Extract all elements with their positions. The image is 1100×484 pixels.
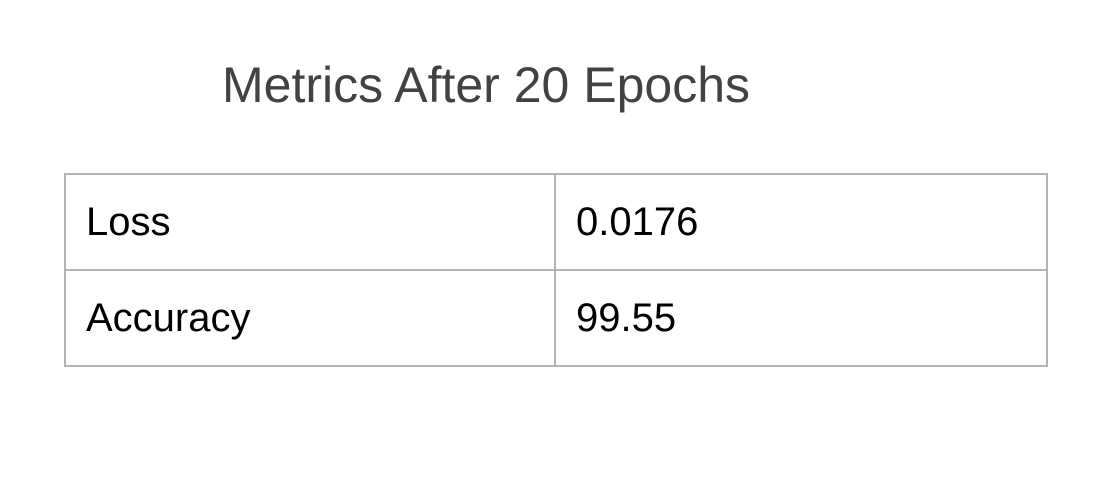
metric-value-cell: 0.0176 [554,173,1048,271]
metric-name-cell: Loss [64,173,556,271]
table-row: Loss 0.0176 [64,173,1048,271]
metric-name-cell: Accuracy [64,269,556,367]
metrics-table: Loss 0.0176 Accuracy 99.55 [64,173,1048,367]
table-row: Accuracy 99.55 [64,269,1048,367]
table-title: Metrics After 20 Epochs [222,57,751,113]
metric-value-cell: 99.55 [554,269,1048,367]
